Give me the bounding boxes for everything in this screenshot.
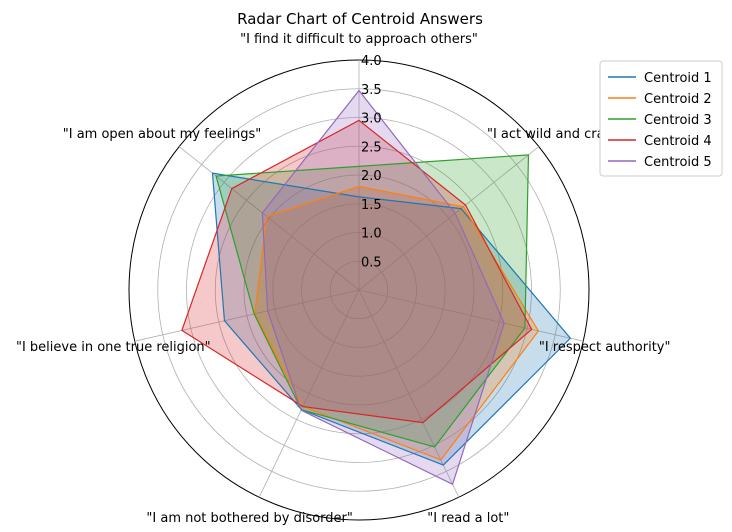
grid-spoke <box>358 289 584 342</box>
radial-tick-label: 2.0 <box>361 169 382 184</box>
legend-label: Centroid 4 <box>644 134 712 149</box>
series-fills <box>181 90 571 485</box>
radial-tick-label: 4.0 <box>361 54 382 69</box>
legend-label: Centroid 2 <box>644 92 712 107</box>
series-fill-5 <box>262 90 505 485</box>
axis-labels: "I find it difficult to approach others"… <box>16 32 671 526</box>
axis-label: "I read a lot" <box>427 511 509 526</box>
polar-grid <box>128 59 590 521</box>
grid-spoke <box>358 289 460 498</box>
radial-tick-label: 3.5 <box>361 83 382 98</box>
axis-label: "I respect authority" <box>539 340 671 355</box>
legend-label: Centroid 5 <box>644 155 712 170</box>
series-lines <box>181 89 572 486</box>
radial-tick-label: 2.5 <box>361 140 382 155</box>
axis-label: "I act wild and crazy" <box>487 127 625 142</box>
series-fill-2 <box>254 186 539 460</box>
radial-tick-label: 1.5 <box>361 198 382 213</box>
legend-label: Centroid 3 <box>644 113 712 128</box>
radial-tick-labels: 0.5 1.0 1.5 2.0 2.5 3.0 3.5 4.0 <box>361 54 382 270</box>
axis-label: "I am open about my feelings" <box>63 127 261 142</box>
radial-tick-label: 0.5 <box>361 255 382 270</box>
series-fill-4 <box>181 120 532 423</box>
legend: Centroid 1 Centroid 2 Centroid 3 Centroid 4… <box>599 60 723 177</box>
series-line-3 <box>215 154 530 448</box>
radial-tick-label: 1.0 <box>361 227 382 242</box>
axis-label: "I am not bothered by disorder" <box>146 511 352 526</box>
series-fill-1 <box>212 173 571 466</box>
grid-spoke <box>134 289 360 342</box>
series-line-4 <box>181 119 533 424</box>
legend-frame <box>599 60 723 177</box>
grid-spoke <box>178 146 360 291</box>
axis-label: "I find it difficult to approach others" <box>240 32 478 47</box>
chart-title: Radar Chart of Centroid Answers <box>237 10 483 28</box>
grid-spoke <box>258 289 360 498</box>
grid-spoke <box>358 146 540 291</box>
series-line-2 <box>254 185 540 461</box>
axis-label: "I believe in one true religion" <box>16 340 211 355</box>
radial-tick-label: 3.0 <box>361 112 382 127</box>
legend-label: Centroid 1 <box>644 71 712 86</box>
series-line-5 <box>261 89 505 486</box>
series-fill-3 <box>216 154 529 447</box>
